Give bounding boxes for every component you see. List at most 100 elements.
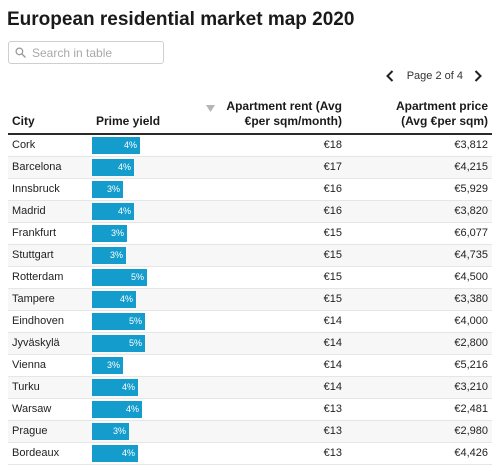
table-header-row: City Prime yield Apartment rent (Avg €pe… [8,99,492,135]
cell-yield: 3% [92,222,196,245]
market-table: City Prime yield Apartment rent (Avg €pe… [8,99,492,465]
cell-city: Stuttgart [8,244,92,267]
cell-price: €4,735 [346,244,492,267]
cell-city: Barcelona [8,156,92,179]
cell-price: €5,216 [346,354,492,377]
column-header-yield[interactable]: Prime yield [92,99,196,135]
chevron-left-icon [385,70,393,82]
yield-bar: 4% [92,444,138,462]
yield-bar: 4% [92,136,140,154]
table-row: Innsbruck 3% €16 €5,929 [8,178,492,201]
cell-rent: €18 [196,134,346,157]
column-header-price-line1: Apartment price [395,99,488,113]
cell-city: Cork [8,134,92,157]
cell-price: €3,380 [346,288,492,311]
cell-city: Bordeaux [8,442,92,465]
table-row: Bordeaux 4% €13 €4,426 [8,442,492,465]
column-header-city-label: City [12,114,35,128]
cell-rent: €15 [196,222,346,245]
yield-bar: 5% [92,334,145,352]
yield-bar: 3% [92,180,123,198]
cell-rent: €15 [196,266,346,289]
yield-bar: 3% [92,224,127,242]
cell-price: €2,481 [346,398,492,421]
cell-price: €4,500 [346,266,492,289]
cell-price: €3,820 [346,200,492,223]
cell-rent: €16 [196,200,346,223]
yield-bar: 4% [92,400,142,418]
yield-bar: 3% [92,356,123,374]
table-row: Tampere 4% €15 €3,380 [8,288,492,311]
table-row: Rotterdam 5% €15 €4,500 [8,266,492,289]
table-row: Vienna 3% €14 €5,216 [8,354,492,377]
cell-yield: 3% [92,354,196,377]
cell-yield: 4% [92,156,196,179]
cell-city: Madrid [8,200,92,223]
cell-yield: 3% [92,244,196,267]
yield-bar: 3% [92,246,126,264]
cell-city: Jyväskylä [8,332,92,355]
search-box[interactable] [8,41,164,64]
previous-page-button[interactable] [382,68,398,84]
cell-yield: 4% [92,442,196,465]
cell-yield: 4% [92,288,196,311]
table-row: Eindhoven 5% €14 €4,000 [8,310,492,333]
cell-city: Prague [8,420,92,443]
search-icon [15,47,26,58]
yield-bar: 4% [92,202,134,220]
cell-yield: 4% [92,376,196,399]
cell-price: €3,812 [346,134,492,157]
yield-bar: 4% [92,378,138,396]
cell-yield: 5% [92,332,196,355]
cell-yield: 3% [92,420,196,443]
cell-city: Rotterdam [8,266,92,289]
column-header-rent-line1: Apartment rent (Avg [226,99,342,113]
table-row: Stuttgart 3% €15 €4,735 [8,244,492,267]
table-row: Jyväskylä 5% €14 €2,800 [8,332,492,355]
cell-price: €4,215 [346,156,492,179]
table-row: Warsaw 4% €13 €2,481 [8,398,492,421]
yield-bar: 5% [92,268,147,286]
cell-price: €3,210 [346,376,492,399]
table-row: Turku 4% €14 €3,210 [8,376,492,399]
yield-bar: 5% [92,312,145,330]
cell-rent: €15 [196,288,346,311]
cell-rent: €13 [196,420,346,443]
next-page-button[interactable] [470,68,486,84]
cell-city: Turku [8,376,92,399]
cell-city: Innsbruck [8,178,92,201]
yield-bar: 3% [92,422,129,440]
cell-price: €4,426 [346,442,492,465]
cell-rent: €15 [196,244,346,267]
cell-city: Eindhoven [8,310,92,333]
column-header-rent-line2: €per sqm/month) [244,114,342,128]
cell-price: €6,077 [346,222,492,245]
cell-yield: 5% [92,310,196,333]
cell-rent: €14 [196,310,346,333]
cell-price: €5,929 [346,178,492,201]
cell-yield: 4% [92,134,196,157]
cell-price: €2,980 [346,420,492,443]
chevron-right-icon [474,70,482,82]
column-header-city[interactable]: City [8,99,92,135]
cell-yield: 4% [92,398,196,421]
table-row: Cork 4% €18 €3,812 [8,134,492,157]
yield-bar: 4% [92,158,134,176]
table-row: Frankfurt 3% €15 €6,077 [8,222,492,245]
cell-yield: 4% [92,200,196,223]
column-header-price-line2: (Avg €per sqm) [401,114,488,128]
cell-rent: €14 [196,376,346,399]
cell-price: €2,800 [346,332,492,355]
column-header-yield-label: Prime yield [96,114,161,128]
cell-city: Vienna [8,354,92,377]
table-row: Barcelona 4% €17 €4,215 [8,156,492,179]
sort-descending-icon [206,105,215,112]
column-header-price[interactable]: Apartment price (Avg €per sqm) [346,99,492,135]
column-header-rent[interactable]: Apartment rent (Avg €per sqm/month) [196,99,346,135]
page-title: European residential market map 2020 [7,9,355,30]
search-input[interactable] [32,45,152,60]
cell-rent: €16 [196,178,346,201]
table-row: Prague 3% €13 €2,980 [8,420,492,443]
cell-city: Warsaw [8,398,92,421]
cell-rent: €13 [196,442,346,465]
